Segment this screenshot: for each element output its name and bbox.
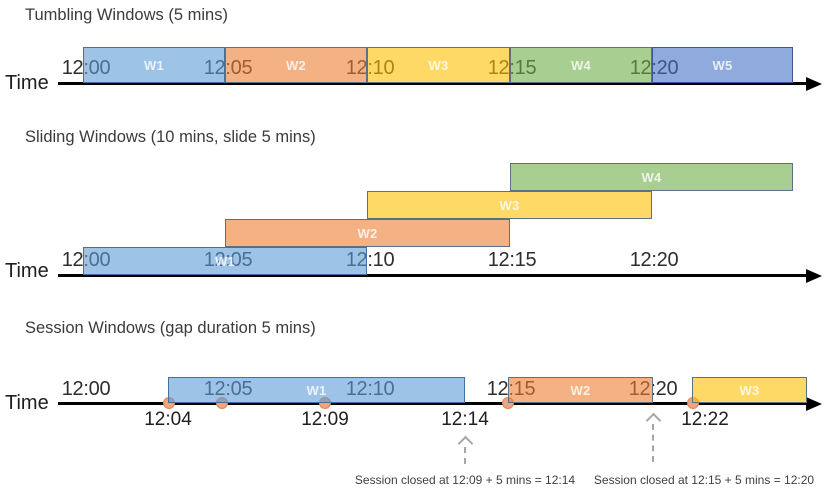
window-label: W5 <box>712 57 733 73</box>
window-bar-tumbling-w5: W5 <box>652 47 793 83</box>
window-bar-tumbling-w4: W4 <box>510 47 652 83</box>
axis-arrowhead-icon <box>806 77 822 91</box>
window-bar-session-w3: W3 <box>692 377 807 403</box>
window-bar-tumbling-w2: W2 <box>225 47 367 83</box>
window-label: W2 <box>357 225 378 241</box>
event-time-label: 12:04 <box>144 409 192 430</box>
window-label: W1 <box>214 253 236 269</box>
window-bar-sliding-w4: W4 <box>510 163 793 191</box>
tick-label: 12:15 <box>487 249 537 271</box>
axis-arrowhead-icon <box>806 397 822 411</box>
window-bar-session-w2: W2 <box>508 377 653 403</box>
event-time-label: 12:09 <box>301 409 349 430</box>
session-section-title: Session Windows (gap duration 5 mins) <box>25 319 316 337</box>
tick-label: 12:20 <box>629 249 679 271</box>
dashed-arrow-shaft <box>652 424 654 462</box>
window-bar-tumbling-w1: W1 <box>83 47 225 83</box>
window-label: W4 <box>641 169 662 185</box>
window-bar-sliding-w2: W2 <box>225 219 510 247</box>
time-axis-label: Time <box>5 72 49 94</box>
window-label: W3 <box>499 197 520 213</box>
dashed-arrow-shaft <box>464 447 466 464</box>
time-axis-line <box>58 402 808 405</box>
time-axis-label: Time <box>5 392 49 414</box>
session-closed-annotation-1: Session closed at 12:09 + 5 mins = 12:14 <box>354 473 576 487</box>
window-bar-session-w1: W1 <box>168 377 465 403</box>
tick-label: 12:00 <box>61 378 111 400</box>
window-label: W3 <box>428 57 449 73</box>
window-bar-sliding-w3: W3 <box>367 191 652 219</box>
window-bar-tumbling-w3: W3 <box>367 47 510 83</box>
window-label: W1 <box>306 382 327 398</box>
event-time-label: 12:22 <box>681 409 729 430</box>
time-axis-line <box>58 274 808 277</box>
tumbling-section-title: Tumbling Windows (5 mins) <box>25 6 228 24</box>
axis-arrowhead-icon <box>806 269 822 283</box>
event-time-label: 12:14 <box>441 409 489 430</box>
window-label: W3 <box>739 382 760 398</box>
time-axis-line <box>58 82 808 85</box>
window-label: W2 <box>570 382 591 398</box>
session-closed-annotation-2: Session closed at 12:15 + 5 mins = 12:20 <box>593 473 815 487</box>
window-label: W1 <box>143 57 165 73</box>
window-label: W4 <box>570 57 592 73</box>
time-axis-label: Time <box>5 260 49 282</box>
window-label: W2 <box>285 57 307 73</box>
window-bar-sliding-w1: W1 <box>83 247 367 275</box>
sliding-section-title: Sliding Windows (10 mins, slide 5 mins) <box>25 128 316 146</box>
